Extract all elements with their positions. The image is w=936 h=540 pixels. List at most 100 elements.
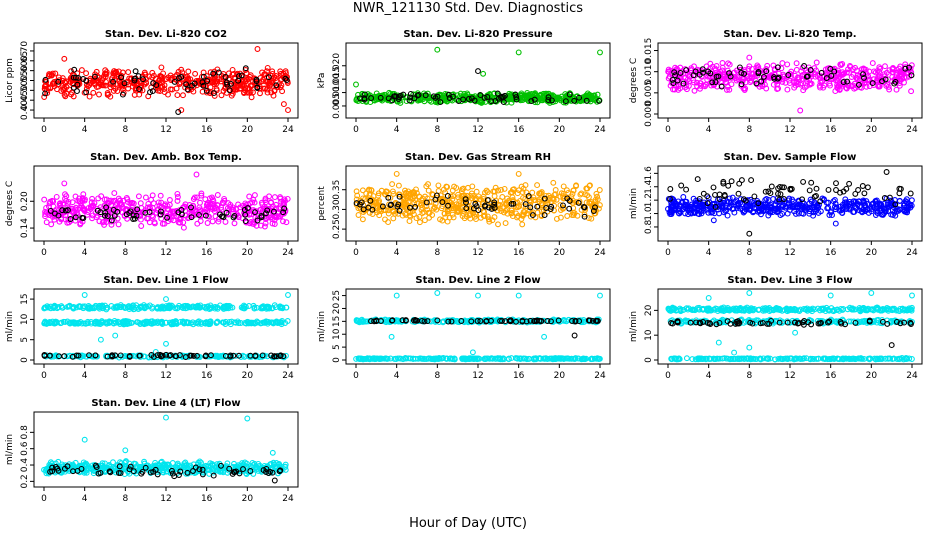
data-point xyxy=(114,215,121,222)
data-point xyxy=(158,64,165,71)
data-point xyxy=(283,74,290,81)
data-point xyxy=(807,196,814,203)
y-tick-label: 0.015 xyxy=(332,66,342,92)
x-tick-label: 24 xyxy=(594,371,606,381)
data-point xyxy=(860,197,867,204)
data-point xyxy=(509,194,516,201)
data-point xyxy=(589,317,596,324)
data-point xyxy=(718,83,725,90)
data-point xyxy=(395,182,402,189)
data-point xyxy=(768,201,774,208)
outlier-point xyxy=(61,55,68,62)
data-point xyxy=(250,319,256,326)
data-point xyxy=(269,220,276,227)
data-point xyxy=(403,98,410,105)
data-point xyxy=(566,205,573,212)
data-point xyxy=(248,94,255,101)
y-tick-label: 0 xyxy=(644,357,654,363)
data-point xyxy=(260,85,267,92)
data-point xyxy=(813,185,820,192)
data-point xyxy=(690,195,697,202)
data-point xyxy=(367,356,374,362)
data-point xyxy=(449,211,456,218)
data-point xyxy=(353,317,360,324)
data-point xyxy=(113,68,120,75)
data-point xyxy=(197,199,203,206)
data-point xyxy=(264,86,270,93)
x-tick-label: 16 xyxy=(201,371,213,381)
data-point xyxy=(237,204,244,211)
data-point xyxy=(704,76,711,83)
data-point xyxy=(824,205,831,212)
data-point xyxy=(491,193,498,200)
data-point xyxy=(43,204,50,211)
data-point xyxy=(793,60,800,67)
data-point xyxy=(210,90,217,97)
x-tick-label: 4 xyxy=(82,248,88,258)
data-point xyxy=(208,352,214,359)
data-point xyxy=(831,197,838,203)
outlier-point xyxy=(571,332,578,339)
data-point xyxy=(243,70,250,77)
data-point xyxy=(209,201,216,208)
data-point xyxy=(891,80,898,87)
data-point xyxy=(520,355,527,362)
data-point xyxy=(432,196,439,203)
data-point xyxy=(357,355,364,362)
data-point xyxy=(800,87,807,94)
data-point xyxy=(422,92,429,99)
x-tick-label: 24 xyxy=(906,371,918,381)
data-point xyxy=(799,199,806,206)
data-point xyxy=(258,214,265,221)
data-point xyxy=(373,317,380,324)
x-tick-label: 0 xyxy=(353,125,359,135)
data-point xyxy=(116,201,123,208)
data-point xyxy=(395,201,402,208)
data-point xyxy=(774,64,781,71)
data-point xyxy=(375,95,382,101)
y-tick-label: 0.55 xyxy=(20,70,30,90)
data-point xyxy=(513,94,520,101)
data-point xyxy=(129,199,136,206)
data-point xyxy=(218,213,225,220)
data-point xyxy=(758,201,765,208)
data-point xyxy=(157,192,164,199)
y-tick-label: 10 xyxy=(332,328,342,340)
data-point xyxy=(725,182,732,189)
data-point xyxy=(860,65,867,72)
data-point xyxy=(679,199,686,206)
data-point xyxy=(465,96,472,102)
data-point xyxy=(143,80,150,87)
data-point xyxy=(488,205,495,212)
data-point xyxy=(194,302,201,309)
data-point xyxy=(241,206,248,213)
data-point xyxy=(250,89,256,96)
data-point xyxy=(68,91,75,98)
data-point xyxy=(469,355,476,362)
data-point xyxy=(154,207,161,214)
points xyxy=(41,292,291,361)
data-point xyxy=(760,208,767,215)
data-point xyxy=(175,304,181,311)
data-point xyxy=(165,74,172,81)
data-point xyxy=(185,87,192,94)
outlier-point xyxy=(388,333,395,340)
data-point xyxy=(450,205,457,212)
data-point xyxy=(704,200,711,207)
data-point xyxy=(99,82,106,89)
data-point xyxy=(444,192,451,199)
panel-3: Stan. Dev. Li-820 Temp.0 4 8 12 16 20 240.0000… xyxy=(629,29,923,135)
data-point xyxy=(353,200,360,207)
data-point xyxy=(570,187,577,194)
data-point xyxy=(722,79,729,85)
data-point xyxy=(257,90,263,97)
data-point xyxy=(260,303,267,310)
x-tick-label: 0 xyxy=(665,371,671,381)
data-point xyxy=(198,192,205,199)
data-point xyxy=(224,304,231,311)
data-point xyxy=(693,202,700,209)
data-point xyxy=(571,97,578,104)
data-point xyxy=(491,199,498,206)
